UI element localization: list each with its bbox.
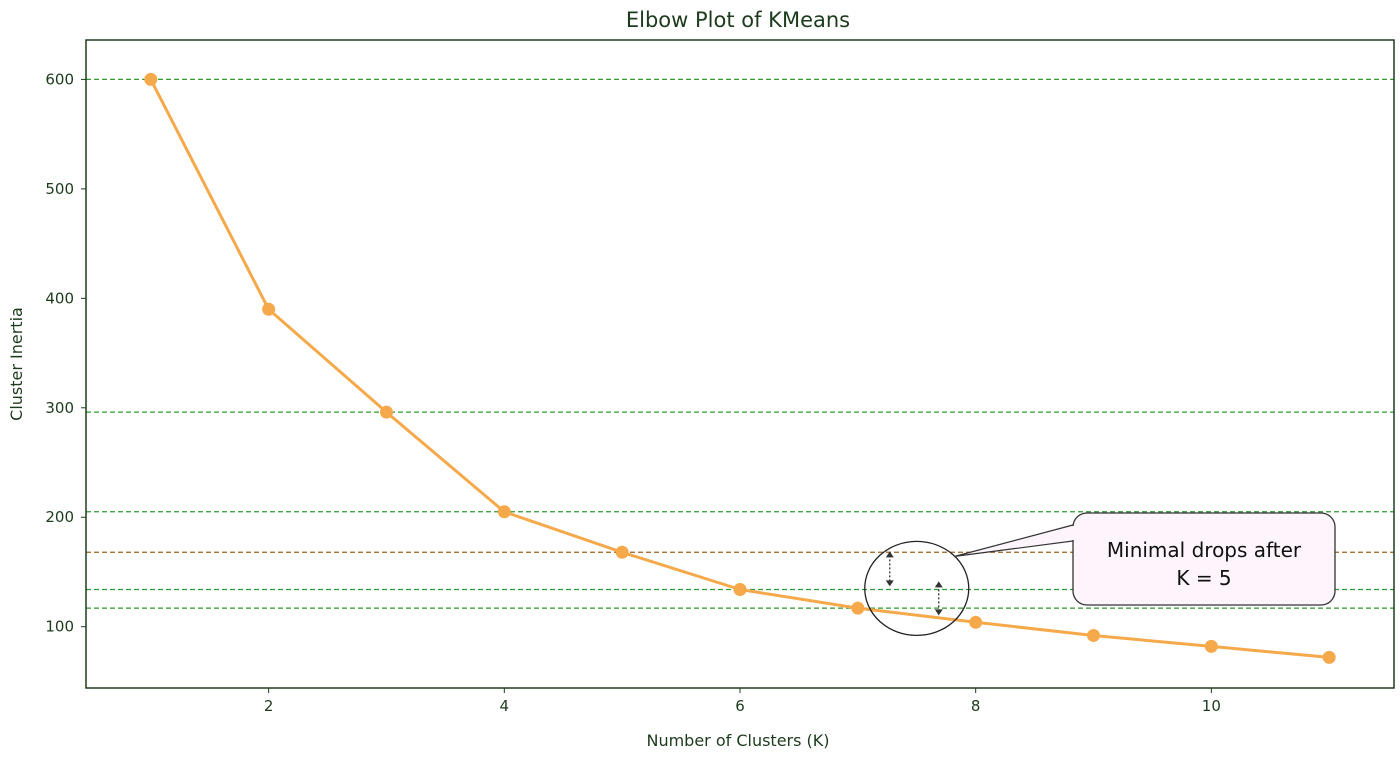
x-tick-label: 8 <box>971 697 981 715</box>
y-tick-label: 100 <box>45 618 74 636</box>
data-point <box>969 615 983 629</box>
y-tick-label: 300 <box>45 399 74 417</box>
chart-title: Elbow Plot of KMeans <box>626 8 850 32</box>
y-tick-label: 500 <box>45 180 74 198</box>
arrow-head <box>934 581 943 588</box>
y-axis-label: Cluster Inertia <box>7 307 26 421</box>
data-point <box>851 601 865 615</box>
annotation-layer: Minimal drops after K = 5 <box>864 512 1336 637</box>
x-tick-label: 6 <box>735 697 745 715</box>
data-point <box>262 302 276 316</box>
data-point <box>1204 639 1218 653</box>
data-point <box>379 405 393 419</box>
y-tick-label: 200 <box>45 508 74 526</box>
x-axis-label: Number of Clusters (K) <box>646 731 829 750</box>
arrow-head <box>885 551 894 558</box>
data-point <box>615 545 629 559</box>
data-point <box>1322 650 1336 664</box>
x-tick-label: 2 <box>264 697 274 715</box>
arrow-head <box>934 609 943 616</box>
x-tick-label: 10 <box>1202 697 1221 715</box>
annotation-circle <box>864 540 970 637</box>
callout-text-line: K = 5 <box>1176 566 1231 590</box>
data-point <box>144 72 158 86</box>
series-layer <box>144 72 1336 664</box>
data-point <box>497 505 511 519</box>
data-point <box>733 582 747 596</box>
axis-ticks: 2 4 6 8 10 100 200 300 400 500 600 <box>45 70 1221 715</box>
y-tick-label: 400 <box>45 289 74 307</box>
callout-box <box>1072 512 1336 606</box>
data-point <box>1087 628 1101 642</box>
plot-frame <box>85 39 1395 689</box>
y-tick-label: 600 <box>45 70 74 88</box>
arrow-head <box>885 580 894 587</box>
callout-text-line: Minimal drops after <box>1107 538 1302 562</box>
x-tick-label: 4 <box>500 697 510 715</box>
